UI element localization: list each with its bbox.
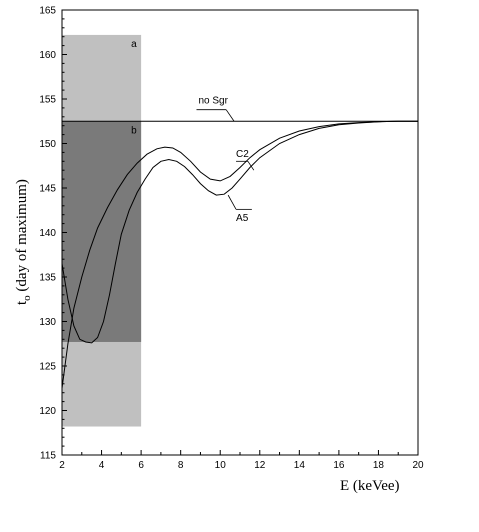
y-tick-label: 120 <box>39 406 56 417</box>
band-label-b: b <box>131 125 137 136</box>
series-label-c2: C2 <box>236 149 249 160</box>
x-tick-label: 6 <box>138 460 144 471</box>
x-tick-label: 4 <box>99 460 105 471</box>
series-line-c2 <box>61 120 418 389</box>
x-tick-label: 12 <box>254 460 266 471</box>
y-axis-title-subscript: o <box>21 295 33 301</box>
leader-a5 <box>227 194 237 210</box>
x-tick-label: 16 <box>333 460 345 471</box>
ticks-layer: 2 4 6 8 10 12 14 16 18 20 115 120 125 130 135 140 145 150… <box>39 6 424 472</box>
y-axis-title-main: t <box>14 300 30 305</box>
y-tick-label: 130 <box>39 317 56 328</box>
y-tick-label: 125 <box>39 362 56 373</box>
x-tick-label: 8 <box>178 460 184 471</box>
series-line-a5 <box>61 120 418 344</box>
bands-layer <box>62 34 142 427</box>
annotation-layer: a b no Sgr C2 A5 <box>131 39 255 224</box>
series-label-no-sgr: no Sgr <box>198 95 228 106</box>
series-label-a5: A5 <box>236 213 249 224</box>
y-tick-label: 140 <box>39 228 56 239</box>
band-b <box>62 121 142 342</box>
x-tick-label: 20 <box>412 460 424 471</box>
band-label-a: a <box>131 39 137 50</box>
y-axis-title: to (day of maximum) <box>14 179 33 305</box>
x-axis-title: E (keVee) <box>340 478 400 494</box>
y-axis-title-rest: (day of maximum) <box>14 179 30 295</box>
x-tick-label: 14 <box>294 460 306 471</box>
y-tick-label: 145 <box>39 184 56 195</box>
y-tick-label: 150 <box>39 139 56 150</box>
y-tick-label: 160 <box>39 50 56 61</box>
series-layer <box>61 120 418 389</box>
x-tick-label: 2 <box>59 460 65 471</box>
y-tick-label: 135 <box>39 273 56 284</box>
y-tick-label: 155 <box>39 95 56 106</box>
leader-c2 <box>247 161 255 171</box>
x-tick-label: 18 <box>373 460 385 471</box>
leader-no-sgr <box>225 109 235 122</box>
y-tick-label: 115 <box>40 451 56 462</box>
y-tick-label: 165 <box>39 6 56 17</box>
x-tick-label: 10 <box>215 460 227 471</box>
